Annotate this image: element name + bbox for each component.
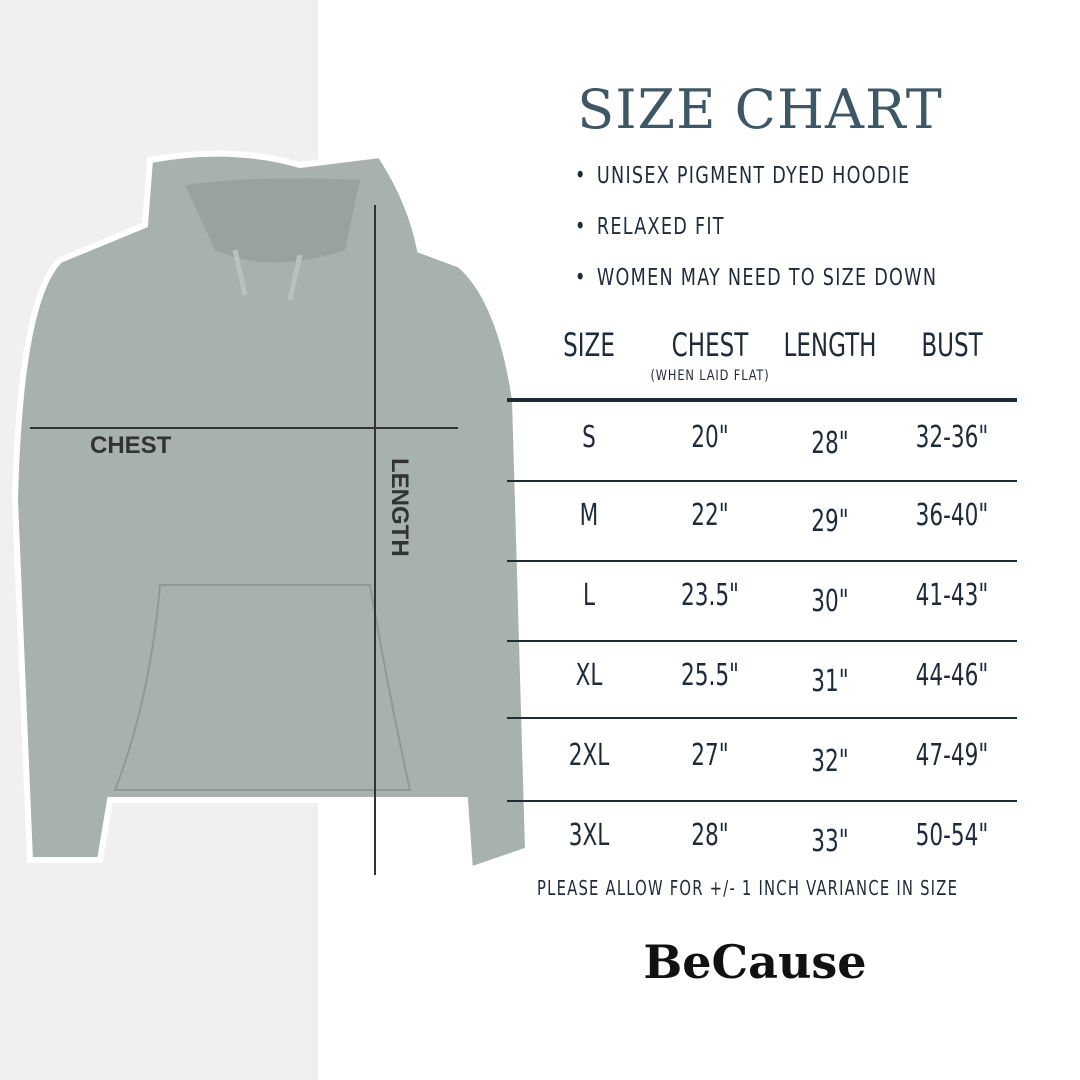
table-divider [507, 560, 1017, 562]
table-cell: 31" [811, 664, 849, 699]
table-cell: 44-46" [915, 658, 989, 693]
table-cell: 22" [691, 498, 729, 533]
brand-logo: BeCause [643, 935, 867, 989]
length-label: LENGTH [386, 458, 413, 557]
table-cell: 47-49" [915, 738, 989, 773]
list-item: WOMEN MAY NEED TO SIZE DOWN [575, 262, 937, 313]
table-divider [507, 480, 1017, 482]
column-header: SIZE [563, 326, 615, 364]
variance-note: PLEASE ALLOW FOR +/- 1 INCH VARIANCE IN … [537, 876, 959, 900]
table-cell: L [582, 578, 596, 613]
list-item: RELAXED FIT [575, 211, 937, 262]
table-cell: 33" [811, 824, 849, 859]
table-divider [507, 398, 1017, 402]
table-cell: 36-40" [915, 498, 989, 533]
table-cell: 20" [691, 420, 729, 455]
table-cell: 29" [811, 504, 849, 539]
table-cell: M [579, 498, 599, 533]
drawstrings [232, 249, 303, 301]
table-cell: 30" [811, 584, 849, 619]
column-header: LENGTH [783, 326, 877, 364]
table-divider [507, 717, 1017, 719]
page-title: SIZE CHART [577, 78, 943, 141]
pocket [113, 584, 412, 791]
table-cell: 23.5" [681, 578, 739, 613]
table-cell: S [582, 420, 596, 455]
chest-label: CHEST [90, 432, 172, 459]
table-cell: 2XL [568, 738, 610, 773]
table-cell: 32" [811, 744, 849, 779]
table-cell: XL [575, 658, 603, 693]
list-item: UNISEX PIGMENT DYED HOODIE [575, 160, 937, 211]
table-cell: 25.5" [681, 658, 739, 693]
table-cell: 28" [811, 426, 849, 461]
table-divider [507, 800, 1017, 802]
column-header: CHEST [671, 326, 749, 364]
table-divider [507, 640, 1017, 642]
table-cell: 27" [691, 738, 729, 773]
hoodie-image [11, 150, 532, 875]
table-cell: 50-54" [915, 818, 989, 853]
table-cell: 32-36" [915, 420, 989, 455]
table-cell: 3XL [568, 818, 610, 853]
hood-inner [185, 178, 360, 263]
feature-list: UNISEX PIGMENT DYED HOODIE RELAXED FIT W… [575, 160, 1001, 313]
chest-subheader: (WHEN LAID FLAT) [650, 368, 770, 384]
table-cell: 41-43" [915, 578, 989, 613]
table-cell: 28" [691, 818, 729, 853]
column-header: BUST [921, 326, 983, 364]
hoodie-body [11, 150, 532, 875]
